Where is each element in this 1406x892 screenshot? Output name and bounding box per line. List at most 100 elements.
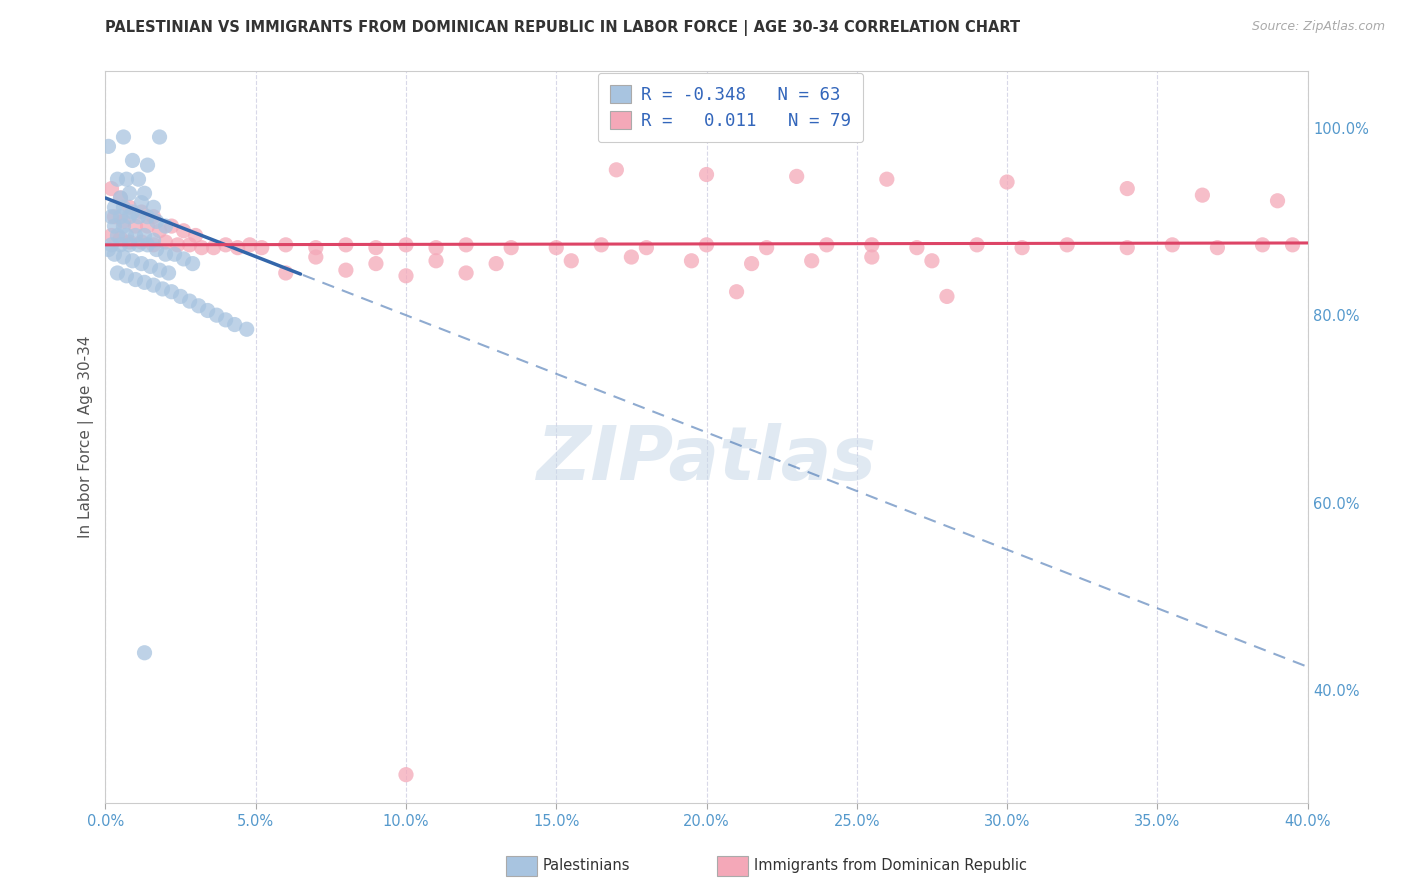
Point — [115, 268, 138, 283]
Point — [226, 241, 249, 255]
Point — [97, 139, 120, 153]
Point — [124, 228, 146, 243]
Point — [755, 241, 778, 255]
Point — [202, 241, 225, 255]
Point — [305, 241, 328, 255]
Point — [163, 247, 186, 261]
Point — [364, 257, 387, 271]
Point — [224, 318, 246, 332]
Text: PALESTINIAN VS IMMIGRANTS FROM DOMINICAN REPUBLIC IN LABOR FORCE | AGE 30-34 COR: PALESTINIAN VS IMMIGRANTS FROM DOMINICAN… — [105, 20, 1021, 36]
Point — [110, 191, 132, 205]
Point — [995, 175, 1018, 189]
Point — [966, 237, 988, 252]
Point — [395, 268, 418, 283]
Point — [786, 169, 808, 184]
Point — [395, 767, 418, 781]
Point — [112, 250, 135, 264]
Point — [187, 299, 209, 313]
Text: Source: ZipAtlas.com: Source: ZipAtlas.com — [1251, 20, 1385, 33]
Point — [741, 257, 763, 271]
Point — [681, 253, 703, 268]
Point — [112, 130, 135, 145]
Point — [335, 263, 357, 277]
Point — [1267, 194, 1289, 208]
Point — [145, 214, 167, 228]
Point — [148, 263, 170, 277]
Point — [364, 241, 387, 255]
Point — [184, 228, 207, 243]
Point — [214, 237, 236, 252]
Point — [103, 200, 125, 214]
Point — [190, 241, 212, 255]
Point — [121, 253, 143, 268]
Point — [905, 241, 928, 255]
Point — [142, 233, 165, 247]
Point — [97, 243, 120, 257]
Point — [166, 237, 188, 252]
Point — [425, 253, 447, 268]
Point — [250, 241, 273, 255]
Point — [136, 210, 159, 224]
Point — [103, 210, 125, 224]
Point — [936, 289, 959, 303]
Point — [118, 237, 141, 252]
Point — [128, 172, 150, 186]
Point — [134, 646, 156, 660]
Point — [110, 210, 132, 224]
Point — [100, 237, 122, 252]
Point — [100, 181, 122, 195]
Point — [305, 250, 328, 264]
Point — [169, 289, 191, 303]
Point — [1206, 241, 1229, 255]
Point — [152, 282, 174, 296]
Point — [620, 250, 643, 264]
Point — [591, 237, 613, 252]
Point — [1116, 241, 1139, 255]
Point — [501, 241, 523, 255]
Point — [155, 219, 177, 233]
Point — [131, 195, 153, 210]
Point — [173, 252, 195, 266]
Point — [454, 266, 477, 280]
Point — [134, 276, 156, 290]
Point — [860, 250, 883, 264]
Point — [155, 247, 177, 261]
Y-axis label: In Labor Force | Age 30-34: In Labor Force | Age 30-34 — [79, 335, 94, 539]
Point — [110, 231, 132, 245]
Point — [131, 235, 153, 249]
Point — [214, 313, 236, 327]
Point — [112, 200, 135, 214]
Point — [696, 168, 718, 182]
Point — [696, 237, 718, 252]
Point — [139, 260, 162, 274]
Point — [118, 235, 141, 249]
Point — [454, 237, 477, 252]
Point — [815, 237, 838, 252]
Point — [425, 241, 447, 255]
Point — [124, 272, 146, 286]
Point — [274, 237, 297, 252]
Point — [103, 247, 125, 261]
Text: Immigrants from Dominican Republic: Immigrants from Dominican Republic — [754, 858, 1026, 872]
Point — [179, 294, 201, 309]
Point — [173, 224, 195, 238]
Point — [1056, 237, 1078, 252]
Point — [160, 285, 183, 299]
Point — [155, 235, 177, 249]
Point — [605, 162, 627, 177]
Point — [160, 219, 183, 233]
Point — [142, 237, 165, 252]
Point — [148, 224, 170, 238]
Point — [181, 257, 204, 271]
Point — [103, 219, 125, 233]
Point — [112, 214, 135, 228]
Legend: R = -0.348   N = 63, R =   0.011   N = 79: R = -0.348 N = 63, R = 0.011 N = 79 — [598, 73, 863, 143]
Point — [107, 172, 129, 186]
Point — [136, 237, 159, 252]
Point — [121, 153, 143, 168]
Point — [115, 228, 138, 243]
Point — [485, 257, 508, 271]
Point — [107, 266, 129, 280]
Point — [157, 266, 180, 280]
Point — [110, 237, 132, 252]
